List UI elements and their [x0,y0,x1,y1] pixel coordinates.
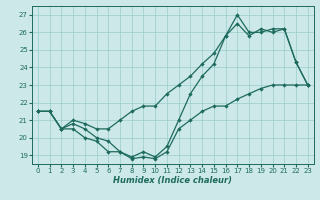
X-axis label: Humidex (Indice chaleur): Humidex (Indice chaleur) [113,176,232,185]
